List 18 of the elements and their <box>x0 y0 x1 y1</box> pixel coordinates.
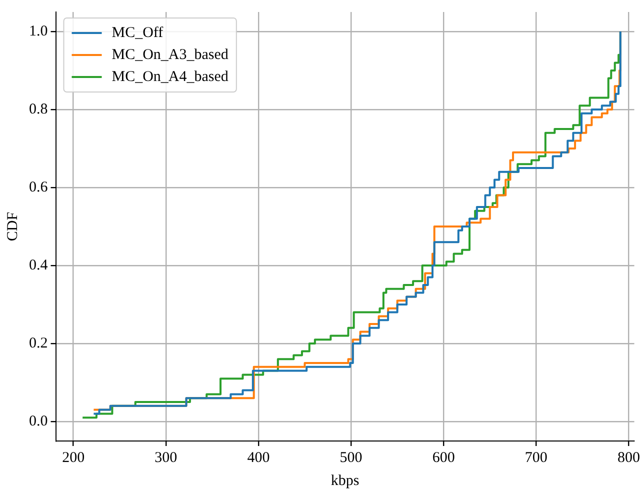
x-tick-label: 500 <box>340 450 362 466</box>
y-tick-label: 0.4 <box>29 257 48 274</box>
x-tick-label: 700 <box>524 450 548 466</box>
y-axis-title: CDF <box>4 212 21 242</box>
y-tick-label: 0.0 <box>29 413 48 430</box>
y-tick-label: 0.2 <box>29 335 48 352</box>
y-tick-label: 0.8 <box>29 101 48 118</box>
y-tick-label: 1.0 <box>29 23 48 40</box>
legend-label: MC_Off <box>112 24 164 41</box>
x-tick-label: 800 <box>617 450 640 466</box>
x-tick-label: 200 <box>62 450 85 466</box>
legend-label: MC_On_A4_based <box>112 68 229 85</box>
y-tick-label: 0.6 <box>29 179 48 196</box>
x-tick-label: 400 <box>247 450 270 466</box>
x-tick-label: 300 <box>154 450 178 466</box>
x-axis-title: kbps <box>330 472 360 489</box>
legend-label: MC_On_A3_based <box>112 46 229 63</box>
x-tick-label: 600 <box>432 450 455 466</box>
